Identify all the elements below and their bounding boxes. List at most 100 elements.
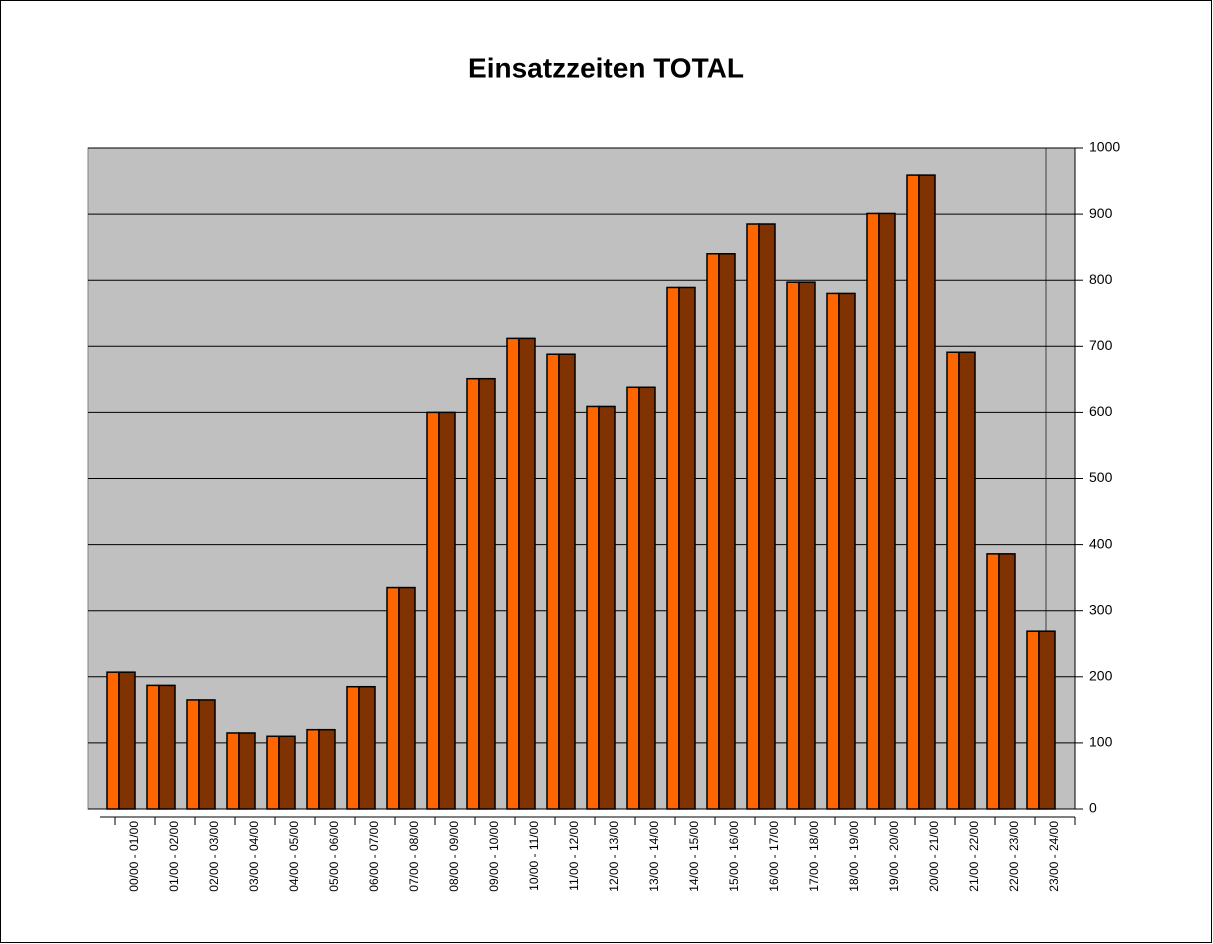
bar-face	[838, 292, 856, 810]
bar	[626, 386, 656, 810]
bar	[146, 684, 176, 810]
bar	[906, 174, 936, 810]
bar	[186, 699, 216, 810]
bar-face	[186, 699, 200, 810]
x-tick-label: 14/00 - 15/00	[687, 821, 701, 892]
x-tick-label: 13/00 - 14/00	[647, 821, 661, 892]
bar	[746, 223, 776, 810]
x-tick-label: 15/00 - 16/00	[727, 821, 741, 892]
bar-face	[386, 586, 400, 810]
bar-face	[746, 223, 760, 810]
bar-face	[678, 286, 696, 810]
bar-face	[918, 174, 936, 810]
bar-face	[346, 685, 360, 810]
bar	[786, 281, 816, 810]
bar-face	[758, 223, 776, 810]
y-tick-label: 500	[1089, 469, 1113, 485]
bar-face	[438, 411, 456, 810]
bar-face	[718, 253, 736, 810]
bar-face	[198, 699, 216, 810]
bar	[346, 685, 376, 810]
y-tick-label: 200	[1089, 668, 1113, 684]
x-tick-label: 22/00 - 23/00	[1007, 821, 1021, 892]
bar	[666, 286, 696, 810]
bar	[946, 351, 976, 810]
bar-face	[506, 337, 520, 810]
bar-face	[866, 212, 880, 810]
y-tick-label: 600	[1089, 403, 1113, 419]
bar	[986, 553, 1016, 810]
x-tick-label: 23/00 - 24/00	[1047, 821, 1061, 892]
bar	[466, 377, 496, 810]
bar-face	[986, 553, 1000, 810]
bar	[426, 411, 456, 810]
bar	[226, 732, 256, 810]
bar-face	[598, 405, 616, 810]
bar-face	[238, 732, 256, 810]
y-tick-label: 400	[1089, 535, 1113, 551]
bar-face	[358, 685, 376, 810]
x-tick-label: 03/00 - 04/00	[247, 821, 261, 892]
bar-face	[586, 405, 600, 810]
bar-face	[226, 732, 240, 810]
x-tick-label: 20/00 - 21/00	[927, 821, 941, 892]
x-tick-label: 04/00 - 05/00	[287, 821, 301, 892]
bar-face	[826, 292, 840, 810]
y-tick-label: 1000	[1089, 139, 1120, 155]
bar-face	[666, 286, 680, 810]
bar-face	[426, 411, 440, 810]
y-tick-label: 800	[1089, 271, 1113, 287]
bar-face	[146, 684, 160, 810]
x-tick-label: 09/00 - 10/00	[487, 821, 501, 892]
bar	[506, 337, 536, 810]
bar-face	[398, 586, 416, 810]
x-tick-label: 17/00 - 18/00	[807, 821, 821, 892]
bar-face	[106, 671, 120, 810]
bar-face	[518, 337, 536, 810]
y-tick-label: 900	[1089, 205, 1113, 221]
bar	[866, 212, 896, 810]
bar	[706, 253, 736, 810]
bar-face	[546, 353, 560, 810]
bar-face	[706, 253, 720, 810]
bar-face	[1026, 630, 1040, 810]
y-tick-label: 0	[1089, 800, 1097, 816]
x-tick-label: 10/00 - 11/00	[527, 821, 541, 891]
bar	[586, 405, 616, 810]
x-tick-label: 05/00 - 06/00	[327, 821, 341, 892]
bar-face	[278, 735, 296, 810]
x-tick-label: 00/00 - 01/00	[127, 821, 141, 892]
bar-face	[118, 671, 136, 810]
bar-face	[878, 212, 896, 810]
bar-face	[306, 728, 320, 810]
bar	[386, 586, 416, 810]
bar	[106, 671, 136, 810]
bar-face	[1038, 630, 1056, 810]
bar-face	[478, 377, 496, 810]
x-tick-label: 01/00 - 02/00	[167, 821, 181, 892]
bar-face	[466, 377, 480, 810]
x-tick-label: 16/00 - 17/00	[767, 821, 781, 892]
bar-face	[786, 281, 800, 810]
x-tick-label: 07/00 - 08/00	[407, 821, 421, 892]
x-tick-label: 12/00 - 13/00	[607, 821, 621, 892]
x-tick-label: 19/00 - 20/00	[887, 821, 901, 892]
y-tick-label: 300	[1089, 601, 1113, 617]
x-tick-label: 21/00 - 22/00	[967, 821, 981, 892]
bar-face	[638, 386, 656, 810]
bar-face	[998, 553, 1016, 810]
bar-face	[906, 174, 920, 810]
bar-face	[798, 281, 816, 810]
bar-face	[946, 351, 960, 810]
bar	[306, 728, 336, 810]
bar-face	[958, 351, 976, 810]
y-tick-label: 100	[1089, 734, 1113, 750]
x-tick-label: 02/00 - 03/00	[207, 821, 221, 892]
bar-face	[158, 684, 176, 810]
y-tick-label: 700	[1089, 337, 1113, 353]
x-tick-label: 06/00 - 07/00	[367, 821, 381, 892]
chart-title: Einsatzzeiten TOTAL	[468, 52, 744, 83]
bar-face	[266, 735, 280, 810]
x-tick-label: 11/00 - 12/00	[567, 821, 581, 891]
bar	[826, 292, 856, 810]
